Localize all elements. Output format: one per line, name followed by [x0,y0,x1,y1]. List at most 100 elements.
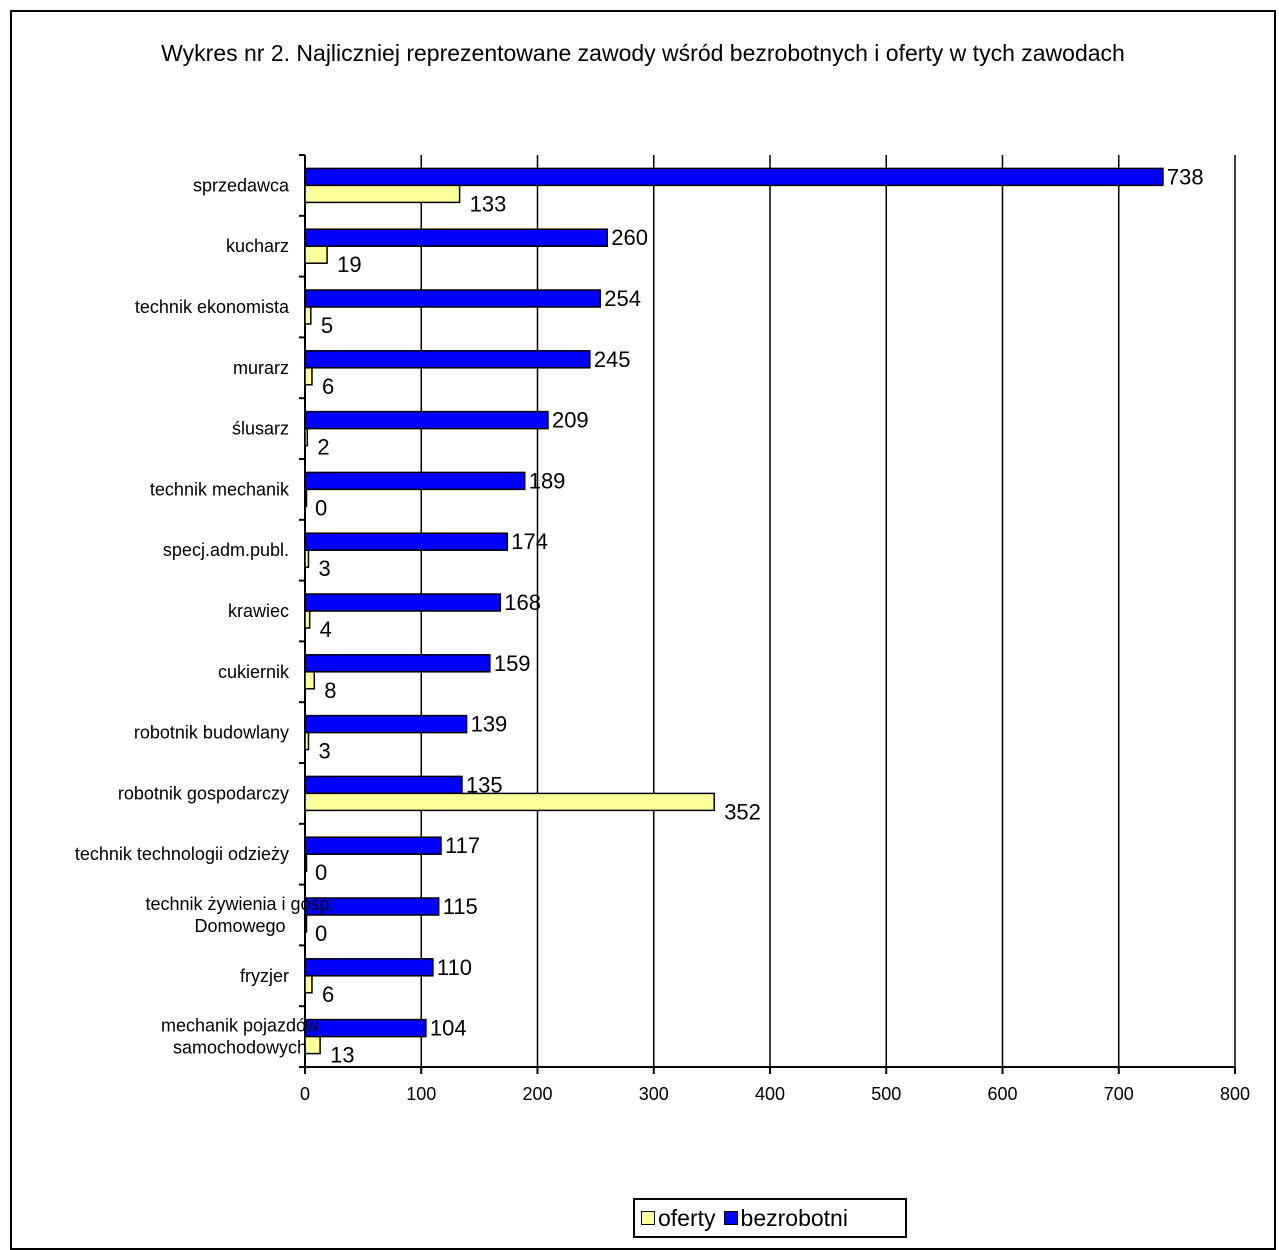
category-label-line: ślusarz [232,419,289,439]
data-label-oferty-8: 8 [324,678,336,703]
data-label-oferty-1: 19 [337,252,361,277]
bar-oferty-2 [304,306,312,325]
data-label-oferty-13: 6 [322,982,334,1007]
bar-oferty-4 [304,427,309,447]
bar-bezrobotni-9 [304,714,468,734]
data-label-oferty-11: 0 [315,860,327,885]
data-label-bezrobotni-5: 189 [529,468,566,493]
category-label-5: technik mechanik [150,479,290,499]
x-tick-label-300: 300 [639,1084,669,1104]
data-label-oferty-12: 0 [315,921,327,946]
data-label-bezrobotni-9: 139 [471,712,508,737]
data-label-oferty-6: 3 [318,556,330,581]
bar-oferty-0 [304,184,461,204]
category-label-8: cukiernik [218,662,290,682]
data-label-oferty-7: 4 [320,617,332,642]
bar-bezrobotni-13 [304,958,434,977]
category-label-9: robotnik budowlany [134,723,289,743]
bar-oferty-12 [304,914,308,933]
bar-bezrobotni-6 [304,532,509,551]
data-label-bezrobotni-11: 117 [445,833,480,858]
bar-bezrobotni-7 [304,593,502,612]
data-label-bezrobotni-8: 159 [494,651,531,676]
legend-swatch-oferty [641,1211,655,1225]
category-label-line: robotnik gospodarczy [118,783,289,803]
bar-oferty-9 [304,731,310,751]
bar-bezrobotni-12 [304,897,440,916]
x-tick-label-400: 400 [755,1084,785,1104]
data-label-bezrobotni-3: 245 [594,347,631,372]
data-label-bezrobotni-4: 209 [552,408,589,433]
category-label-line: sprzedawca [193,175,290,195]
category-label-line: mechanik pojazdów [161,1016,320,1036]
category-label-13: fryzjer [240,966,289,986]
category-label-4: ślusarz [232,419,289,439]
bar-oferty-3 [304,367,313,386]
bar-bezrobotni-3 [304,350,591,369]
category-label-line: samochodowych [173,1038,307,1058]
x-tick-label-0: 0 [300,1084,310,1104]
bar-oferty-8 [304,671,316,690]
category-label-0: sprzedawca [193,175,290,195]
data-label-bezrobotni-13: 110 [437,955,472,980]
bar-bezrobotni-14 [304,1018,427,1038]
category-label-line: cukiernik [218,662,290,682]
data-label-oferty-14: 13 [330,1043,354,1068]
legend-label-oferty: oferty [658,1204,716,1231]
category-label-line: technik technologii odzieży [75,844,289,864]
data-label-bezrobotni-12: 115 [443,894,478,919]
bar-bezrobotni-11 [304,836,442,855]
x-tick-label-800: 800 [1220,1084,1250,1104]
x-tick-label-100: 100 [406,1084,436,1104]
legend-label-bezrobotni: bezrobotni [740,1204,848,1231]
category-label-11: technik technologii odzieży [75,844,289,864]
chart-frame [10,10,1276,1250]
bar-bezrobotni-10 [304,775,463,795]
category-label-line: murarz [233,358,289,378]
category-label-line: krawiec [228,601,289,621]
category-label-7: krawiec [228,601,289,621]
data-label-oferty-9: 3 [318,739,330,764]
bar-bezrobotni-1 [304,228,608,247]
category-label-line: robotnik budowlany [134,723,289,743]
bar-oferty-6 [304,549,310,568]
bar-bezrobotni-4 [304,410,549,430]
data-label-bezrobotni-1: 260 [611,225,648,250]
data-label-oferty-3: 6 [322,374,334,399]
category-label-line: fryzjer [240,966,289,986]
bar-oferty-5 [304,488,308,508]
data-label-oferty-10: 352 [724,799,761,824]
category-label-14: mechanik pojazdów samochodowych [161,1016,320,1058]
category-label-line: technik żywienia i gosp. [145,894,334,914]
legend-item-oferty: oferty [641,1205,716,1232]
legend-swatch-bezrobotni [723,1211,738,1225]
data-label-oferty-5: 0 [315,495,327,520]
data-label-oferty-4: 2 [317,435,329,460]
bar-oferty-7 [304,610,311,629]
category-label-line: technik mechanik [150,479,290,499]
category-label-12: technik żywienia i gosp. Domowego [145,894,334,936]
bar-bezrobotni-5 [304,471,526,491]
data-label-bezrobotni-7: 168 [504,590,541,615]
data-label-bezrobotni-0: 738 [1167,164,1204,189]
bar-oferty-13 [304,975,313,994]
data-label-oferty-2: 5 [321,313,333,338]
data-label-bezrobotni-14: 104 [430,1016,467,1041]
category-label-3: murarz [233,358,289,378]
chart-legend: oferty bezrobotni [633,1198,907,1238]
x-tick-label-600: 600 [987,1084,1017,1104]
bar-oferty-14 [304,1035,321,1055]
category-label-line: Domowego [194,916,285,936]
category-label-line: specj.adm.publ. [163,540,289,560]
chart-title: Wykres nr 2. Najliczniej reprezentowane … [161,40,1125,66]
category-label-1: kucharz [226,236,289,256]
category-label-line: kucharz [226,236,289,256]
bar-bezrobotni-8 [304,654,491,673]
category-label-line: technik ekonomista [135,297,290,317]
data-label-oferty-0: 133 [470,191,507,216]
x-tick-label-500: 500 [871,1084,901,1104]
bar-bezrobotni-0 [304,167,1164,187]
x-tick-label-200: 200 [522,1084,552,1104]
category-label-10: robotnik gospodarczy [118,783,289,803]
